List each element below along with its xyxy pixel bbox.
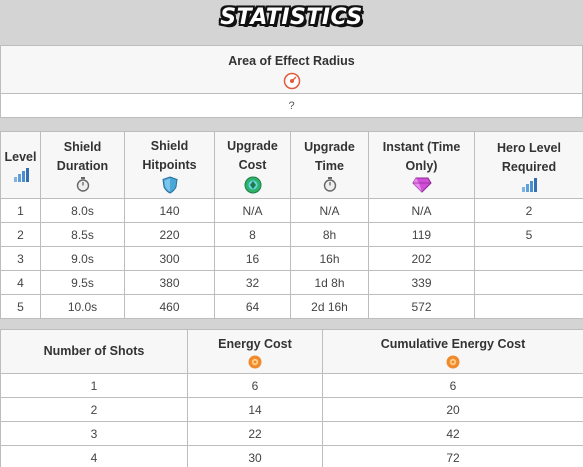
- table-row: 3 22 42: [0, 421, 583, 446]
- time-cell: 16h: [290, 246, 369, 271]
- aoe-radius-header: Area of Effect Radius: [0, 45, 583, 94]
- shots-cell: 4: [0, 445, 188, 467]
- level-cell: 4: [0, 270, 41, 295]
- upgrade-orb-icon: [217, 176, 288, 194]
- cost-cell: 8: [214, 222, 291, 247]
- hero-level-label: Hero Level Required: [497, 140, 561, 174]
- duration-cell: 9.0s: [40, 246, 125, 271]
- level-header-label: Level: [4, 150, 37, 164]
- cumulative-cost-cell: 72: [322, 445, 583, 467]
- level-cell: 2: [0, 222, 41, 247]
- aoe-radius-label: Area of Effect Radius: [228, 53, 355, 68]
- stats-table: Level Shield Duration Shield Hitpoints U…: [0, 131, 583, 319]
- cumulative-cost-cell: 20: [322, 397, 583, 422]
- instant-cell: 119: [368, 222, 475, 247]
- cumulative-cost-cell: 6: [322, 373, 583, 398]
- table-row: 3 9.0s 300 16 16h 202: [0, 246, 583, 271]
- instant-cell: 339: [368, 270, 475, 295]
- energy-cost-table: Number of Shots Energy Cost Cumulative E…: [0, 329, 583, 467]
- hero-level-cell: 2: [474, 198, 583, 223]
- energy-header-row: Number of Shots Energy Cost Cumulative E…: [0, 329, 583, 374]
- energy-cost-cell: 30: [187, 445, 323, 467]
- shield-duration-label: Shield Duration: [56, 140, 109, 173]
- level-header: Level: [0, 131, 41, 199]
- aoe-value-row: ?: [0, 93, 583, 118]
- cost-cell: 64: [214, 294, 291, 319]
- duration-cell: 9.5s: [40, 270, 125, 295]
- stopwatch-icon: [43, 177, 122, 192]
- duration-cell: 10.0s: [40, 294, 125, 319]
- hitpoints-cell: 380: [124, 270, 215, 295]
- upgrade-time-header: Upgrade Time: [290, 131, 369, 199]
- instant-cell: N/A: [368, 198, 475, 223]
- instant-cell: 202: [368, 246, 475, 271]
- level-cell: 5: [0, 294, 41, 319]
- table-row: 1 8.0s 140 N/A N/A N/A 2: [0, 198, 583, 223]
- cost-cell: 16: [214, 246, 291, 271]
- stats-header-row: Level Shield Duration Shield Hitpoints U…: [0, 131, 583, 199]
- statistics-banner: STATISTICS: [0, 0, 583, 34]
- hitpoints-cell: 460: [124, 294, 215, 319]
- energy-cost-header: Energy Cost: [187, 329, 323, 374]
- hero-level-header: Hero Level Required: [474, 131, 583, 199]
- upgrade-cost-header: Upgrade Cost: [214, 131, 291, 199]
- upgrade-cost-label: Upgrade Cost: [227, 138, 278, 172]
- aoe-header-row: Area of Effect Radius: [0, 45, 583, 94]
- hero-level-cell: [474, 294, 583, 319]
- hero-level-cell: [474, 270, 583, 295]
- cost-cell: 32: [214, 270, 291, 295]
- level-bars-icon: [3, 168, 38, 182]
- hitpoints-cell: 220: [124, 222, 215, 247]
- energy-cost-label: Energy Cost: [218, 336, 292, 351]
- instant-label: Instant (Time Only): [382, 139, 461, 173]
- stopwatch-icon: [293, 177, 366, 192]
- table-row: 5 10.0s 460 64 2d 16h 572: [0, 294, 583, 319]
- table-row: 4 30 72: [0, 445, 583, 467]
- cumulative-cost-header: Cumulative Energy Cost: [322, 329, 583, 374]
- shield-icon: [127, 175, 212, 194]
- instant-cell: 572: [368, 294, 475, 319]
- table-row: 4 9.5s 380 32 1d 8h 339: [0, 270, 583, 295]
- shield-hitpoints-header: Shield Hitpoints: [124, 131, 215, 199]
- time-cell: N/A: [290, 198, 369, 223]
- cost-cell: N/A: [214, 198, 291, 223]
- shots-header: Number of Shots: [0, 329, 188, 374]
- time-cell: 1d 8h: [290, 270, 369, 295]
- upgrade-time-label: Upgrade Time: [304, 140, 355, 173]
- duration-cell: 8.5s: [40, 222, 125, 247]
- shots-cell: 1: [0, 373, 188, 398]
- shots-cell: 2: [0, 397, 188, 422]
- time-cell: 2d 16h: [290, 294, 369, 319]
- shots-header-label: Number of Shots: [43, 344, 145, 358]
- gem-icon: [371, 177, 472, 193]
- shots-cell: 3: [0, 421, 188, 446]
- table-row: 2 14 20: [0, 397, 583, 422]
- aoe-radius-table: Area of Effect Radius ?: [0, 45, 583, 118]
- instant-header: Instant (Time Only): [368, 131, 475, 199]
- cumulative-cost-cell: 42: [322, 421, 583, 446]
- duration-cell: 8.0s: [40, 198, 125, 223]
- energy-cost-cell: 6: [187, 373, 323, 398]
- energy-icon: [323, 355, 583, 369]
- level-cell: 1: [0, 198, 41, 223]
- hero-level-cell: 5: [474, 222, 583, 247]
- energy-cost-cell: 22: [187, 421, 323, 446]
- radius-target-icon: [1, 72, 582, 90]
- statistics-title: STATISTICS: [220, 4, 363, 30]
- energy-cost-cell: 14: [187, 397, 323, 422]
- hitpoints-cell: 140: [124, 198, 215, 223]
- level-cell: 3: [0, 246, 41, 271]
- cumulative-cost-label: Cumulative Energy Cost: [380, 336, 526, 351]
- hitpoints-cell: 300: [124, 246, 215, 271]
- level-bars-icon: [477, 177, 581, 192]
- hero-level-cell: [474, 246, 583, 271]
- table-row: 1 6 6: [0, 373, 583, 398]
- aoe-radius-value: ?: [0, 93, 583, 118]
- table-row: 2 8.5s 220 8 8h 119 5: [0, 222, 583, 247]
- time-cell: 8h: [290, 222, 369, 247]
- shield-hitpoints-label: Shield Hitpoints: [142, 138, 197, 172]
- shield-duration-header: Shield Duration: [40, 131, 125, 199]
- energy-icon: [188, 355, 322, 369]
